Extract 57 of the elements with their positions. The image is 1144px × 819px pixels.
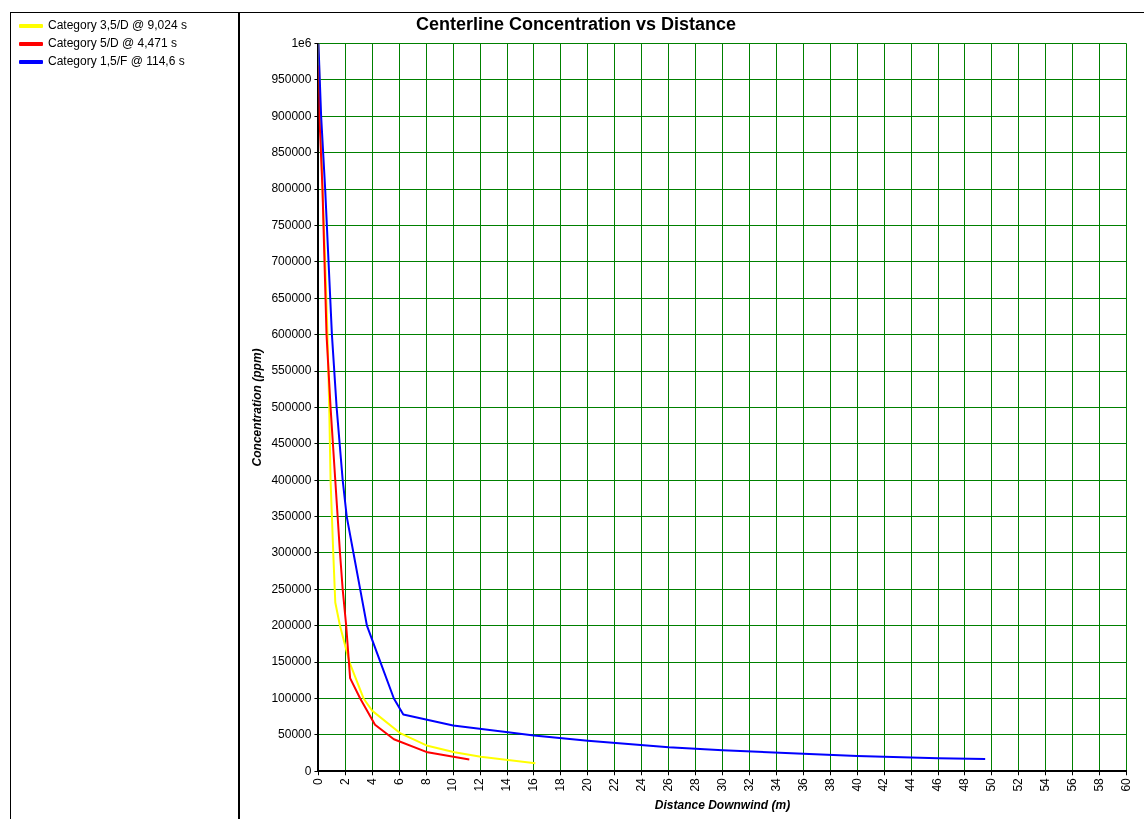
legend-label: Category 5/D @ 4,471 s (48, 36, 177, 51)
x-tick-label: 12 (472, 777, 487, 792)
y-tick-label: 800000 (271, 181, 312, 196)
x-tick-label: 2 (337, 777, 352, 785)
y-tick-label: 300000 (271, 545, 312, 560)
x-tick-label: 54 (1038, 777, 1053, 792)
y-tick-label: 250000 (271, 581, 312, 596)
y-tick-label: 600000 (271, 326, 312, 341)
y-tick-label: 400000 (271, 472, 312, 487)
x-tick-label: 46 (930, 777, 945, 792)
x-tick-label: 22 (607, 777, 622, 792)
x-tick-label: 34 (768, 777, 783, 792)
x-tick-label: 8 (418, 777, 433, 785)
x-tick-label: 38 (822, 777, 837, 792)
x-tick-label: 30 (714, 777, 729, 792)
y-tick-label: 500000 (271, 399, 312, 414)
x-tick-label: 14 (499, 777, 514, 792)
x-tick-label: 6 (391, 777, 406, 785)
y-tick-label: 950000 (271, 72, 312, 87)
x-tick-label: 26 (660, 777, 675, 792)
x-tick-label: 24 (634, 777, 649, 792)
y-tick-label: 1e6 (291, 35, 312, 50)
x-axis-title: Distance Downwind (m) (654, 798, 791, 813)
chart-title: Centerline Concentration vs Distance (415, 13, 737, 34)
legend-label: Category 1,5/F @ 114,6 s (48, 54, 185, 69)
x-tick-label: 58 (1091, 777, 1106, 792)
y-tick-label: 700000 (271, 254, 312, 269)
legend-label: Category 3,5/D @ 9,024 s (48, 18, 187, 33)
x-tick-label: 42 (876, 777, 891, 792)
x-tick-label: 50 (984, 777, 999, 792)
x-tick-label: 48 (957, 777, 972, 792)
x-tick-label: 20 (580, 777, 595, 792)
y-tick-label: 200000 (271, 618, 312, 633)
x-tick-label: 44 (903, 777, 918, 792)
x-tick-label: 4 (364, 777, 379, 785)
y-tick-label: 350000 (271, 508, 312, 523)
y-tick-label: 150000 (271, 654, 312, 669)
y-tick-label: 650000 (271, 290, 312, 305)
y-tick-label: 550000 (271, 363, 312, 378)
x-tick-label: 18 (553, 777, 568, 792)
y-tick-label: 850000 (271, 145, 312, 160)
y-tick-label: 900000 (271, 108, 312, 123)
y-tick-label: 50000 (278, 727, 312, 742)
x-tick-label: 32 (741, 777, 756, 792)
y-tick-label: 750000 (271, 217, 312, 232)
x-tick-label: 0 (310, 777, 325, 785)
y-tick-label: 100000 (271, 690, 312, 705)
x-tick-label: 40 (849, 777, 864, 792)
y-tick-label: 450000 (271, 436, 312, 451)
x-tick-label: 52 (1011, 777, 1026, 792)
x-tick-label: 10 (445, 777, 460, 792)
x-tick-label: 28 (687, 777, 702, 792)
x-tick-label: 16 (526, 777, 541, 792)
x-tick-label: 56 (1065, 777, 1080, 792)
x-tick-label: 36 (795, 777, 810, 792)
x-tick-label: 60 (1118, 777, 1133, 792)
y-axis-title: Concentration (ppm) (249, 348, 264, 467)
